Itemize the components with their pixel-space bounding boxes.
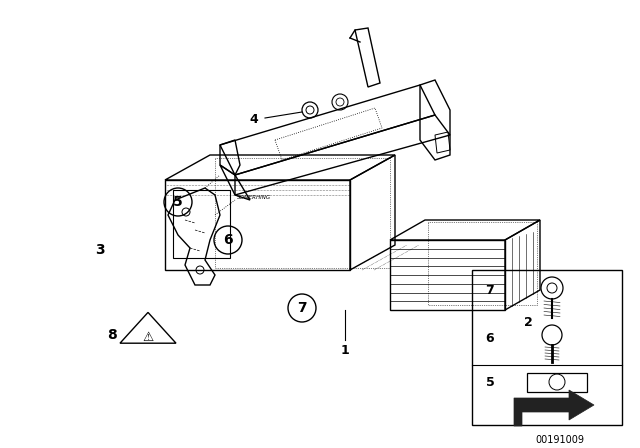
Text: 8: 8 bbox=[107, 328, 117, 342]
Text: SOMERHING: SOMERHING bbox=[237, 195, 271, 200]
Text: 5: 5 bbox=[173, 195, 183, 209]
Text: 4: 4 bbox=[250, 112, 259, 125]
Text: 7: 7 bbox=[297, 301, 307, 315]
Text: 3: 3 bbox=[95, 243, 105, 257]
Text: 6: 6 bbox=[223, 233, 233, 247]
Text: ⚠: ⚠ bbox=[142, 331, 154, 344]
Text: 00191009: 00191009 bbox=[536, 435, 584, 445]
Text: 2: 2 bbox=[524, 315, 532, 328]
Text: 5: 5 bbox=[486, 375, 494, 388]
Text: 1: 1 bbox=[340, 344, 349, 357]
Polygon shape bbox=[514, 390, 594, 426]
Text: 6: 6 bbox=[486, 332, 494, 345]
Text: 7: 7 bbox=[486, 284, 494, 297]
